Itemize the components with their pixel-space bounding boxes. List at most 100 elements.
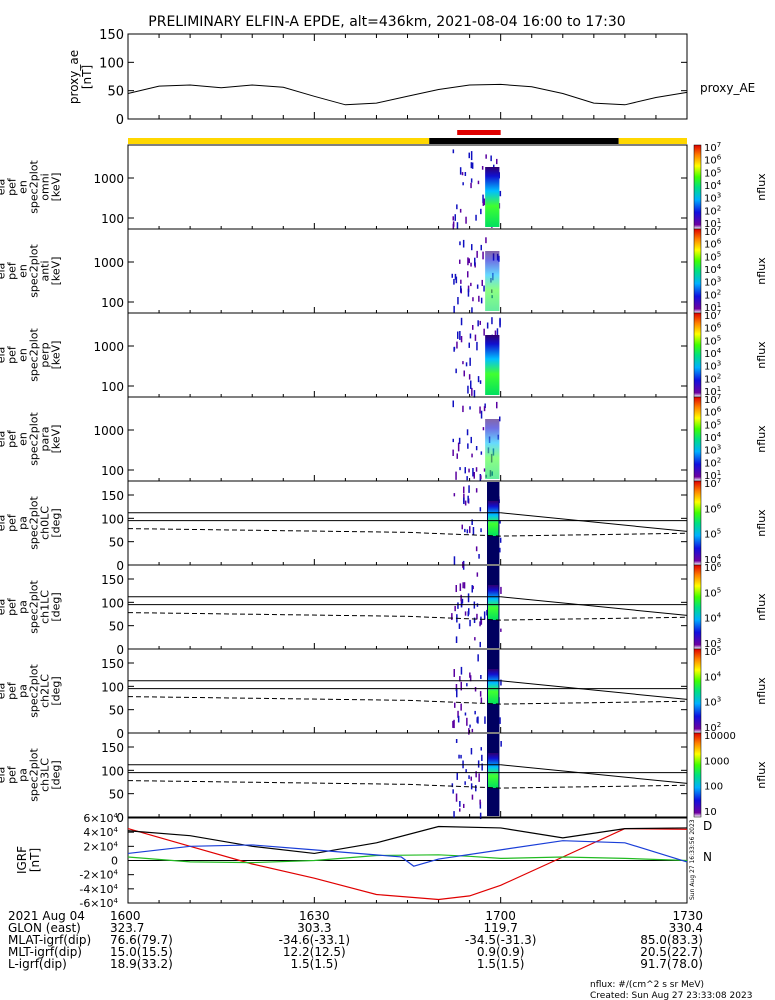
xaxis-row-value: 1.5(1.5) [291,957,339,971]
colorbar-label: nflux [755,509,768,537]
science-zone-bar [128,130,687,144]
spectrogram-panel: 150 100 50 0 elapefpaspec2plotch3LC[deg] 1000… [0,731,768,825]
colorbar-label: nflux [755,341,768,369]
ae-ylabel: proxy_ae[nT] [67,50,94,104]
panel-tick-label: 100 [101,296,124,310]
colorbar-tick-label: 107 [704,141,721,154]
colorbar-tick-label: 102 [704,372,721,385]
panel-tick-label: 50 [109,704,124,718]
x-axis-annotations: 2021 Aug 04 1600 1630 1700 1730 GLON (east) 32… [8,909,703,971]
colorbar-tick-label: 103 [704,192,721,205]
spectrogram-panel: 1000100elapefenspec2plotpara[keV]1071061… [0,393,768,482]
colorbar-tick-label: 10 [704,807,717,818]
panel-tick-label: 150 [101,489,124,503]
proxy-ae-label: proxy_AE [700,81,755,95]
panel-ylabel: elapefenspec2plotanti[keV] [0,244,63,298]
page-title: PRELIMINARY ELFIN-A EPDE, alt=436km, 202… [148,14,625,30]
panel-tick-label: 50 [109,536,124,550]
data-collection-marker [457,130,501,135]
spectrogram-panel: 150 100 50 0 elapefpaspec2plotch0LC[deg] 107 1… [0,477,768,573]
xaxis-row-value: 15.0(15.5) [110,945,173,959]
colorbar-tick-label: 107 [704,309,721,322]
igrf-ylabel: IGRF[nT] [15,846,42,874]
colorbar-label: nflux [755,677,768,705]
xaxis-row-value: 1600 [110,909,141,923]
colorbar-label: nflux [755,761,768,789]
colorbar-tick-label: 1000 [704,756,729,767]
xaxis-row-value: 323.7 [110,921,144,935]
igrf-tick-label: 6×104 [83,812,118,825]
proxy-ae-line [127,83,688,106]
spectrogram-panel: 1000100elapefenspec2plotomni[keV]1071061… [0,141,768,230]
colorbar-tick-label: 106 [704,561,722,574]
panel-tick-label: 1000 [93,424,124,438]
igrf-tick-label: 4×104 [83,826,118,839]
colorbar-tick-label: 107 [704,393,721,406]
igrf-tick-label: -4×104 [79,883,118,896]
xaxis-row-value: -34.6(-33.1) [279,933,350,947]
panel-tick-label: 0 [116,811,124,825]
colorbar-tick-label: 103 [704,360,721,373]
panel-ylabel: elapefpaspec2plotch1LC[deg] [0,580,63,634]
igrf-line-N [127,854,688,864]
colorbar-tick-label: 104 [704,670,722,683]
panel-tick-label: 50 [109,788,124,802]
spectrogram-panel: 150 100 50 0 elapefpaspec2plotch2LC[deg] 105 1… [0,645,768,741]
colorbar-tick-label: 102 [704,204,721,217]
xaxis-row-name: MLT-igrf(dip) [8,945,82,959]
xaxis-row-name: L-igrf(dip) [8,957,67,971]
colorbar-label: nflux [755,425,768,453]
igrf-panel: 6×1044×1042×1040-2×104-4×104-6×104IGRF[n… [15,812,712,910]
colorbar-label: nflux [755,173,768,201]
igrf-line-blue [127,840,688,867]
panel-ylabel: elapefpaspec2plotch2LC[deg] [0,664,63,718]
panel-tick-label: 150 [101,573,124,587]
colorbar-label: nflux [755,257,768,285]
colorbar-tick-label: 103 [704,696,721,709]
igrf-line-D [127,827,688,901]
panel-ylabel: elapefenspec2plotpara[keV] [0,412,63,466]
colorbar-tick-label: 102 [704,456,721,469]
ae-tick-label: 100 [99,56,124,71]
ae-tick-label: 0 [116,113,124,128]
colorbar-tick-label: 107 [704,225,721,238]
colorbar-tick-label: 106 [704,406,722,419]
xaxis-row-value: 91.7(78.0) [640,957,703,971]
colorbar-tick-label: 102 [704,288,721,301]
colorbar-tick-label: 104 [704,263,722,276]
panel-tick-label: 1000 [93,340,124,354]
xaxis-row-value: 1700 [485,909,516,923]
panel-tick-label: 1000 [93,256,124,270]
colorbar-tick-label: 104 [704,431,722,444]
igrf-tick-label: -6×104 [79,897,118,910]
colorbar-tick-label: 105 [704,528,721,541]
colorbar-tick-label: 103 [704,444,721,457]
xaxis-row-value: 18.9(33.2) [110,957,173,971]
panel-tick-label: 100 [101,764,124,778]
proxy-ae-panel: 150 100 50 0 proxy_ae[nT] proxy_AE [67,28,755,128]
panel-tick-label: 0 [116,727,124,741]
panel-tick-label: 0 [116,643,124,657]
igrf-line-black [127,825,688,855]
igrf-tick-label: 2×104 [83,840,118,853]
colorbar-tick-label: 104 [704,612,722,625]
panel-tick-label: 100 [101,680,124,694]
colorbar-tick-label: 105 [704,645,721,658]
xaxis-row-value: 20.5(22.7) [640,945,703,959]
xaxis-row-value: 1.5(1.5) [477,957,525,971]
xaxis-row-name: 2021 Aug 04 [8,909,85,923]
colorbar-tick-label: 106 [704,238,722,251]
colorbar-tick-label: 105 [704,166,721,179]
panel-tick-label: 100 [101,596,124,610]
xaxis-row-name: MLAT-igrf(dip) [8,933,91,947]
footer-created: Created: Sun Aug 27 23:33:08 2023 [590,991,752,1000]
panel-tick-label: 100 [101,380,124,394]
